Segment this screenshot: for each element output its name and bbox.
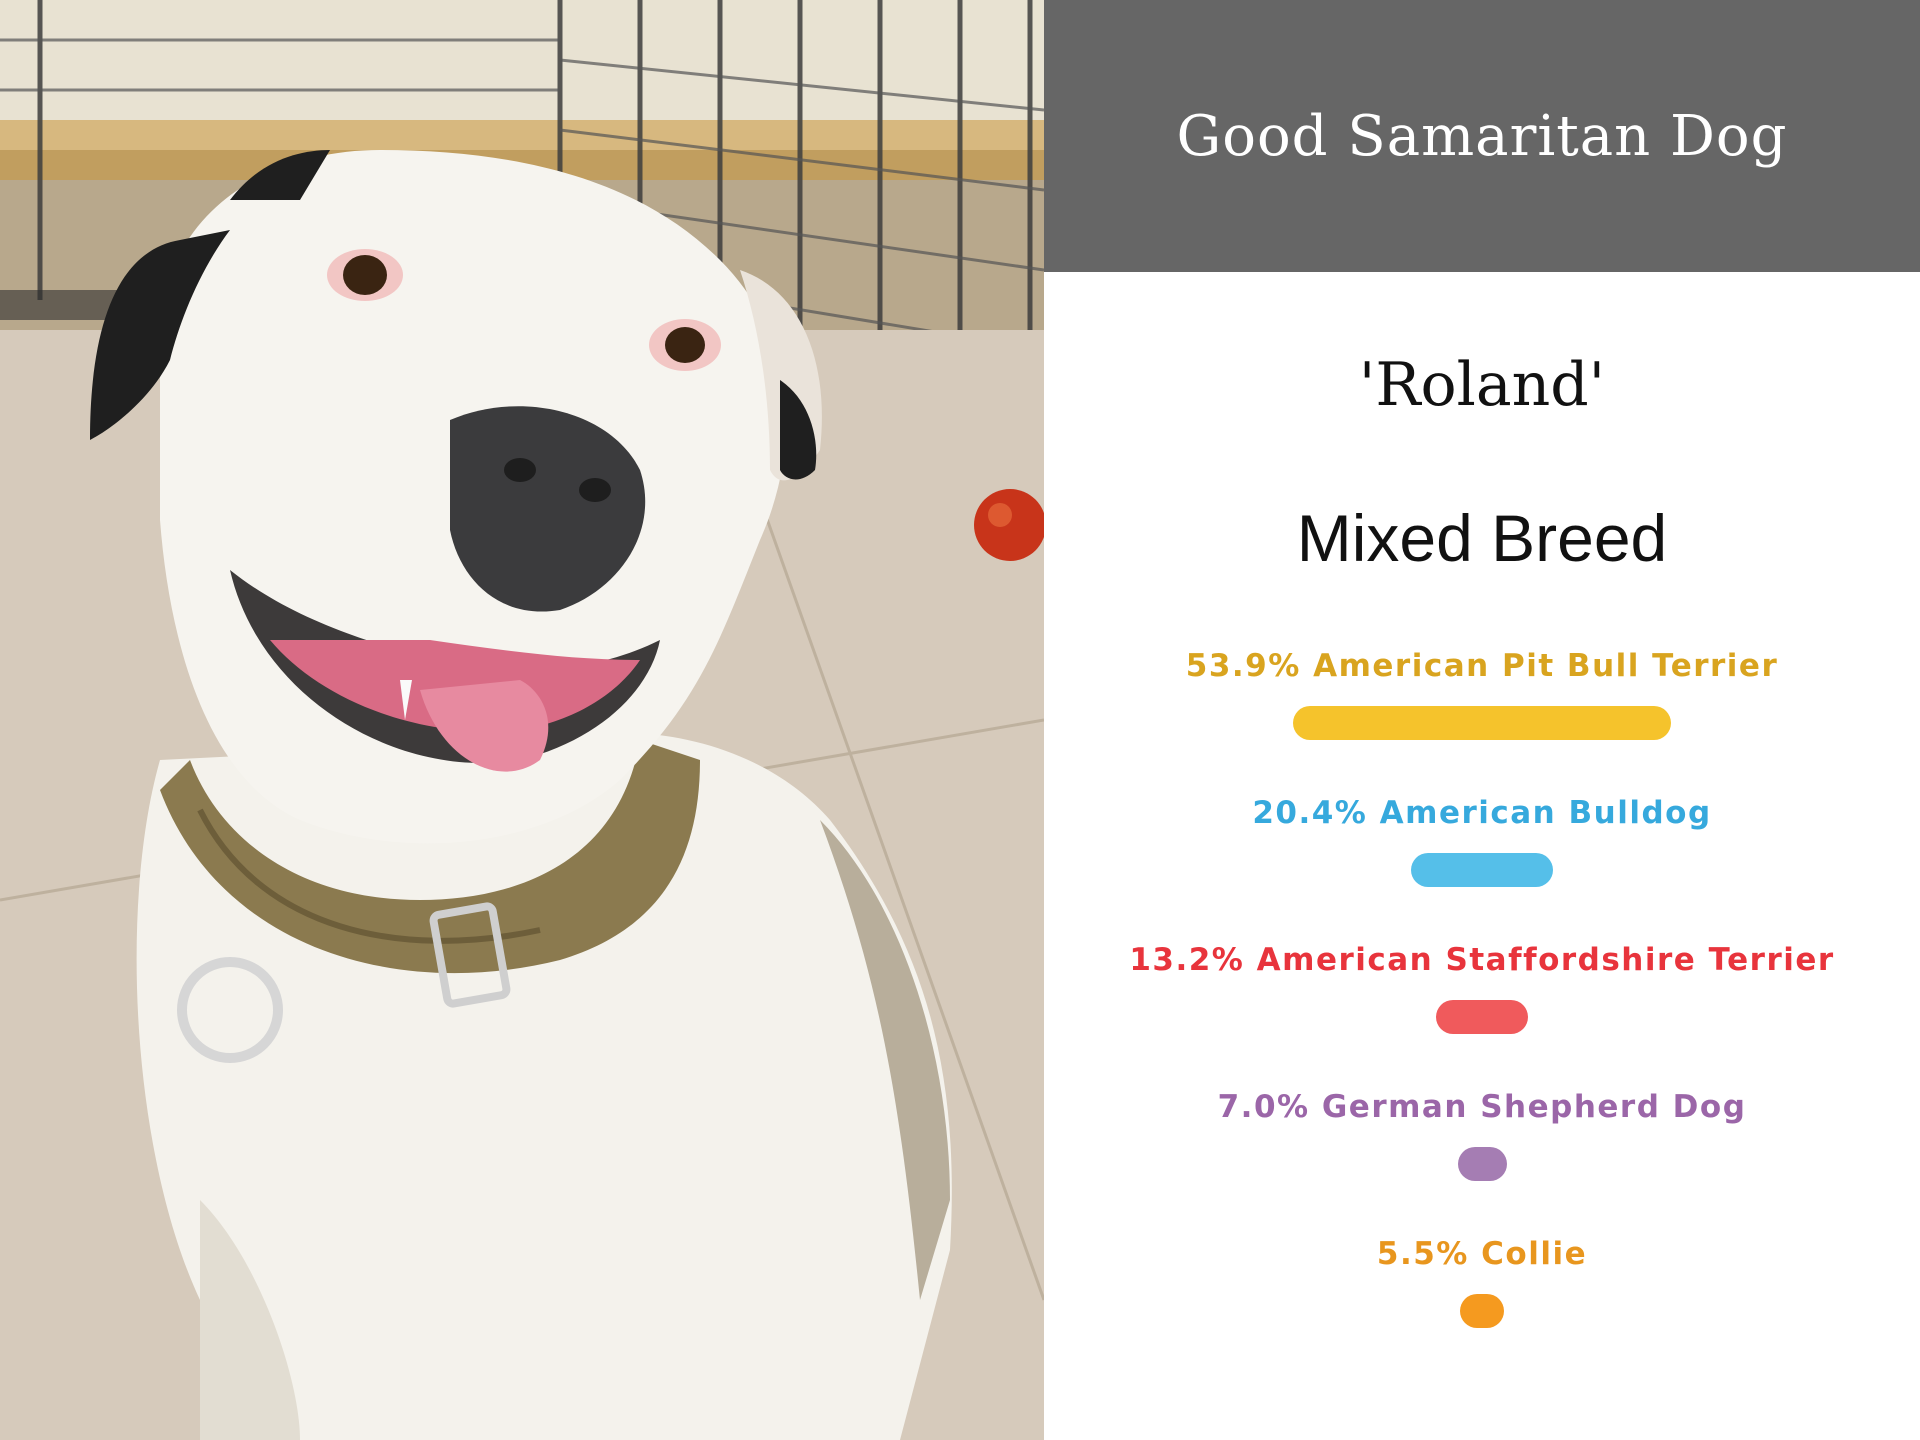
breed-type: Mixed Breed — [1296, 501, 1668, 575]
breed-label: 7.0% German Shepherd Dog — [1217, 1089, 1747, 1125]
dog-illustration — [0, 0, 1044, 1440]
dog-photo — [0, 0, 1044, 1440]
breed-bar — [1435, 1000, 1529, 1034]
brand-title: Good Samaritan Dog — [1176, 103, 1788, 169]
info-panel: Good Samaritan Dog 'Roland' Mixed Breed … — [1044, 0, 1920, 1440]
dog-name: 'Roland' — [1358, 350, 1606, 420]
breed-bar — [1460, 1294, 1504, 1328]
breed-label: 20.4% American Bulldog — [1252, 795, 1712, 831]
breed-breakdown-chart: 53.9% American Pit Bull Terrier 20.4% Ame… — [1044, 0, 1920, 1440]
breed-bar — [1457, 1147, 1507, 1181]
breed-bar — [1410, 853, 1554, 887]
brand-header: Good Samaritan Dog — [1044, 0, 1920, 272]
breed-label: 5.5% Collie — [1376, 1236, 1588, 1272]
breed-label: 13.2% American Staffordshire Terrier — [1129, 942, 1835, 978]
breed-bar — [1293, 706, 1671, 740]
breed-label: 53.9% American Pit Bull Terrier — [1185, 648, 1779, 684]
